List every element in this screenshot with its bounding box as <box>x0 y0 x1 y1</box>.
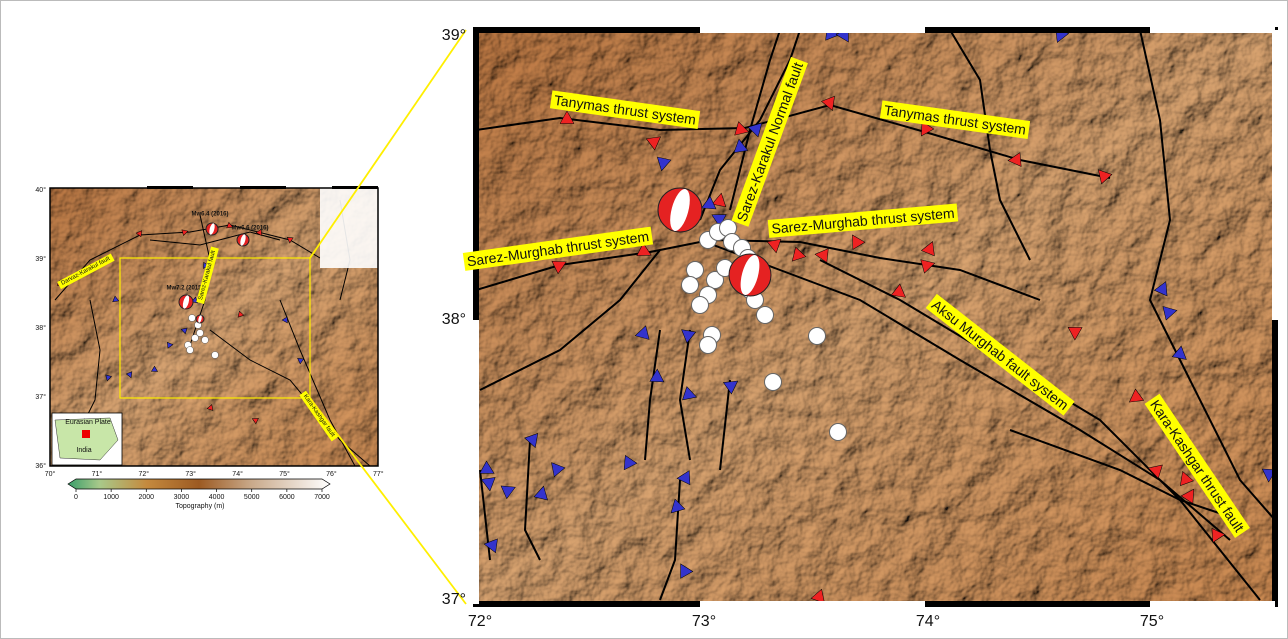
colorbar-tick-label: 2000 <box>138 494 154 501</box>
focal-mechanism <box>237 234 249 247</box>
lat-label: 39° <box>35 255 46 263</box>
lon-label: 72° <box>468 613 492 630</box>
lat-label: 39° <box>442 27 466 44</box>
earthquake <box>830 424 847 441</box>
lat-label: 38° <box>442 311 466 328</box>
colorbar-tick-label: 3000 <box>174 494 190 501</box>
detail-map: 39°38°37°72°73°74°75°Tanymas thrust syst… <box>442 26 1278 630</box>
frame-tick <box>240 186 286 189</box>
event-label: Mw7.2 (2015) <box>166 286 203 292</box>
colorbar-label: Topography (m) <box>175 503 224 510</box>
inset-label: Eurasian Plate <box>65 419 111 426</box>
colorbar-tick-label: 7000 <box>314 494 330 501</box>
frame-tick <box>332 186 378 189</box>
earthquake <box>682 277 699 294</box>
lon-label: 70° <box>45 470 56 478</box>
hillshade <box>476 30 1275 604</box>
event-label: Mw6.4 (2016) <box>191 212 228 218</box>
focal-mechanism <box>179 295 193 310</box>
earthquake <box>692 297 709 314</box>
frame-segment <box>1272 30 1278 320</box>
earthquake <box>700 337 717 354</box>
earthquake <box>212 352 219 359</box>
inset: Eurasian Plate India <box>52 413 122 465</box>
frame-segment <box>473 320 479 604</box>
frame-segment <box>700 27 925 33</box>
overview-map: Eurasian Plate India 40° 39° 38° 37° 36°70° 7… <box>35 186 383 478</box>
lon-label: 75° <box>1140 613 1164 630</box>
focal-mechanism <box>196 315 204 323</box>
lon-label: 73° <box>692 613 716 630</box>
lat-label: 38° <box>35 324 46 332</box>
frame-segment <box>700 601 925 607</box>
lat-label: 36° <box>35 462 46 470</box>
lat-label: 40° <box>35 186 46 194</box>
earthquake <box>765 374 782 391</box>
colorbar-tick-label: 4000 <box>209 494 225 501</box>
focal-mechanism <box>206 223 218 236</box>
earthquake <box>202 337 209 344</box>
lon-label: 73° <box>185 470 196 478</box>
earthquake <box>192 335 199 342</box>
frame-segment <box>1150 601 1275 607</box>
earthquake <box>687 262 704 279</box>
earthquake <box>189 315 196 322</box>
colorbar-tick-label: 1000 <box>103 494 119 501</box>
lat-label: 37° <box>442 591 466 608</box>
lon-label: 74° <box>232 470 243 478</box>
lon-label: 77° <box>373 470 384 478</box>
earthquake <box>757 307 774 324</box>
colorbar-tick-label: 6000 <box>279 494 295 501</box>
focal-mechanism <box>729 253 771 297</box>
study-area <box>82 430 90 438</box>
colorbar-tick-label: 5000 <box>244 494 260 501</box>
focal-mechanism <box>658 187 702 233</box>
lat-label: 37° <box>35 393 46 401</box>
lon-label: 71° <box>92 470 103 478</box>
earthquake <box>187 347 194 354</box>
lon-label: 75° <box>279 470 290 478</box>
colorbar-bar <box>68 479 330 489</box>
inset-label: India <box>76 447 91 454</box>
frame-tick <box>147 186 193 189</box>
lon-label: 74° <box>916 613 940 630</box>
lon-label: 72° <box>139 470 150 478</box>
frame-segment <box>1150 27 1275 33</box>
colorbar-tick-label: 0 <box>74 494 78 501</box>
figure: Eurasian Plate India 40° 39° 38° 37° 36°70° 7… <box>0 0 1288 639</box>
event-label: Mw6.6 (2016) <box>231 226 268 232</box>
lon-label: 76° <box>326 470 337 478</box>
earthquake <box>809 328 826 345</box>
